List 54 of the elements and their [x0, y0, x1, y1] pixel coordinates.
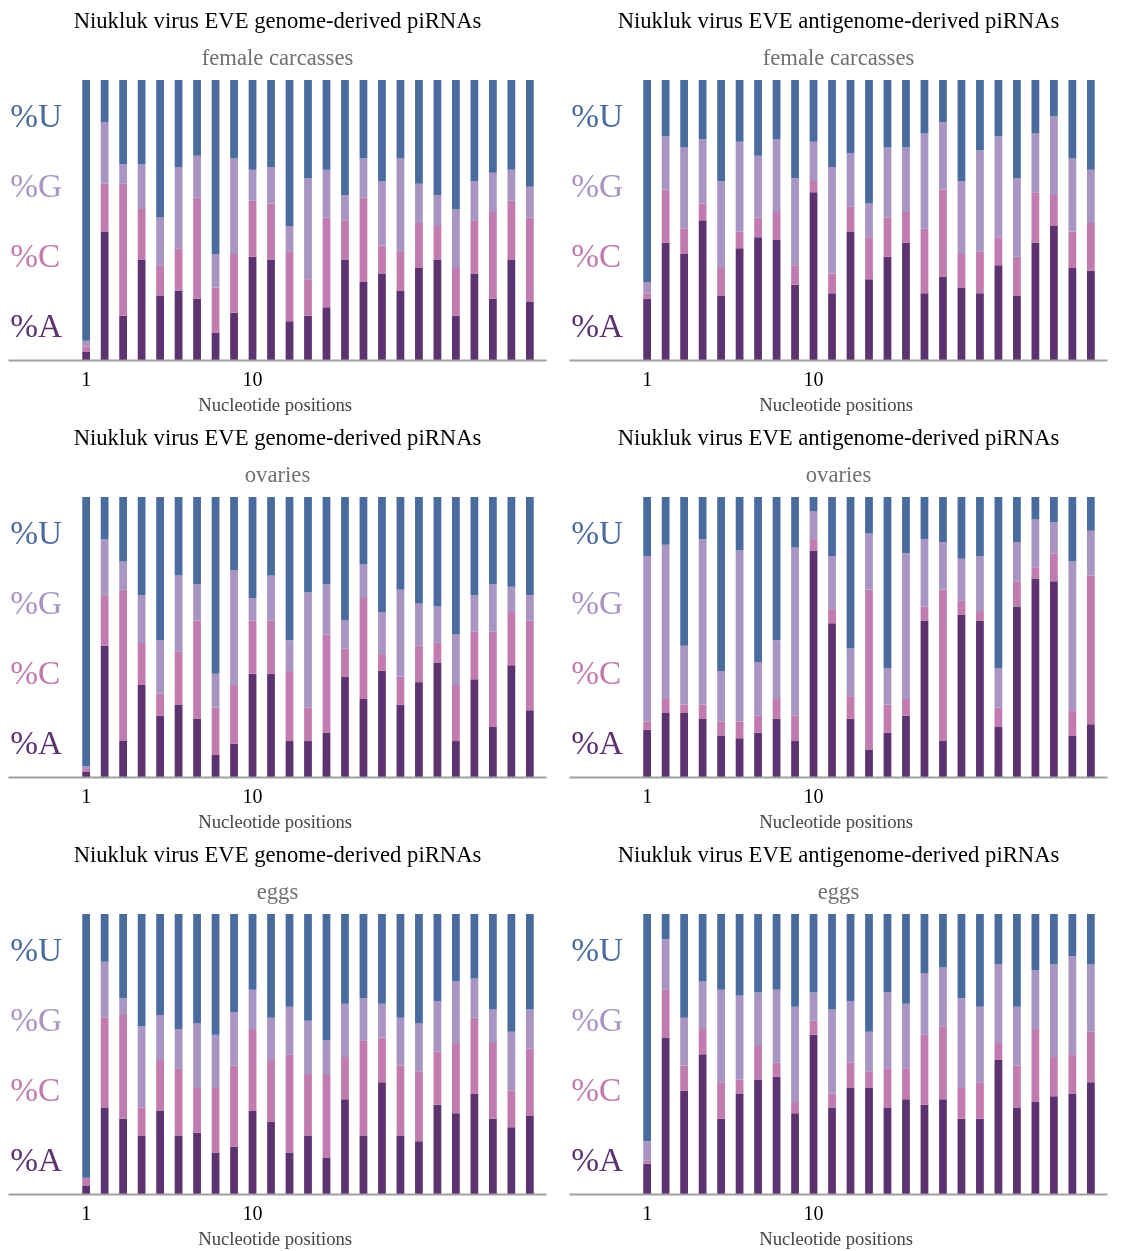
chart-subtitle: ovaries [244, 461, 311, 487]
chart-title: Niukluk virus EVE genome-derived piRNAs [73, 841, 482, 867]
x-axis-title: Nucleotide positions [198, 393, 353, 415]
x-axis-title: Nucleotide positions [198, 1227, 353, 1249]
series-label: %U [10, 513, 63, 551]
series-label: %U [10, 96, 63, 134]
series-label: %G [10, 1000, 63, 1038]
series-label: %C [10, 653, 61, 691]
x-tick-label: 1 [81, 1201, 92, 1224]
series-label: %U [571, 96, 624, 134]
series-label: %G [10, 166, 63, 204]
series-label: %C [571, 1070, 622, 1108]
series-label: %U [571, 930, 624, 968]
chart-subtitle: female carcasses [762, 44, 915, 70]
chart-subtitle: eggs [256, 878, 299, 904]
series-label: %G [571, 583, 624, 621]
x-tick-label: 10 [242, 784, 263, 807]
series-label: %A [10, 723, 63, 761]
series-label: %C [10, 236, 61, 274]
x-tick-label: 1 [642, 1201, 653, 1224]
series-label: %C [10, 1070, 61, 1108]
series-label: %G [571, 1000, 624, 1038]
chart-title: Niukluk virus EVE antigenome-derived piRNAs [617, 424, 1060, 450]
x-axis-title: Nucleotide positions [759, 393, 914, 415]
series-label: %A [571, 1140, 624, 1178]
x-tick-label: 10 [803, 1201, 824, 1224]
x-axis-title: Nucleotide positions [759, 1227, 914, 1249]
x-tick-label: 1 [81, 367, 92, 390]
x-axis-title: Nucleotide positions [759, 810, 914, 832]
chart-subtitle: eggs [817, 878, 860, 904]
series-label: %U [10, 930, 63, 968]
chart-subtitle: female carcasses [201, 44, 354, 70]
series-label: %U [571, 513, 624, 551]
x-tick-label: 1 [81, 784, 92, 807]
x-axis-title: Nucleotide positions [198, 810, 353, 832]
chart-title: Niukluk virus EVE genome-derived piRNAs [73, 424, 482, 450]
series-label: %A [571, 306, 624, 344]
chart-subtitle: ovaries [805, 461, 872, 487]
series-label: %C [571, 236, 622, 274]
series-label: %A [571, 723, 624, 761]
x-tick-label: 10 [242, 367, 263, 390]
chart-title: Niukluk virus EVE antigenome-derived piRNAs [617, 841, 1060, 867]
x-tick-label: 1 [642, 784, 653, 807]
x-tick-label: 10 [803, 784, 824, 807]
chart-title: Niukluk virus EVE genome-derived piRNAs [73, 7, 482, 33]
series-label: %C [571, 653, 622, 691]
chart-title: Niukluk virus EVE antigenome-derived piRNAs [617, 7, 1060, 33]
series-label: %A [10, 1140, 63, 1178]
series-label: %A [10, 306, 63, 344]
series-label: %G [10, 583, 63, 621]
x-tick-label: 10 [803, 367, 824, 390]
series-label: %G [571, 166, 624, 204]
x-tick-label: 1 [642, 367, 653, 390]
x-tick-label: 10 [242, 1201, 263, 1224]
